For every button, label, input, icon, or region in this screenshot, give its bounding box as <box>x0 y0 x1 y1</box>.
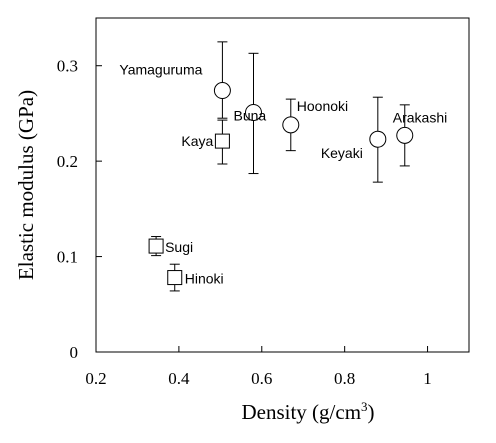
y-axis-title: Elastic modulus (GPa) <box>14 90 38 280</box>
point-label: Hoonoki <box>297 98 348 114</box>
x-tick-label: 0.2 <box>85 369 106 388</box>
circle-marker <box>213 82 231 100</box>
plot-frame <box>95 17 470 353</box>
square-marker <box>148 238 164 254</box>
point-label: Kaya <box>181 133 213 149</box>
point-label: Yamaguruma <box>119 62 202 78</box>
circle-marker <box>244 103 262 121</box>
y-tick-label: 0 <box>70 343 79 362</box>
point-label: Buna <box>233 107 266 123</box>
y-tick-label: 0.1 <box>57 248 78 267</box>
square-marker <box>214 133 230 149</box>
x-tick-label: 1 <box>423 369 432 388</box>
point-label: Hinoki <box>185 271 224 287</box>
x-axis-title: Density (g/cm3) <box>241 399 374 424</box>
point-label: Arakashi <box>393 109 447 125</box>
point-label: Keyaki <box>321 145 363 161</box>
axis-ticks: 0.2 0.4 0.6 0.8 1 0 0.1 0.2 0.3 <box>57 57 432 388</box>
circle-marker <box>369 130 387 148</box>
square-marker <box>167 270 183 286</box>
x-tick-label: 0.4 <box>168 369 190 388</box>
x-axis-title-main: Density (g/cm <box>241 400 361 424</box>
circle-marker <box>396 126 414 144</box>
y-tick-label: 0.3 <box>57 57 78 76</box>
y-tick-label: 0.2 <box>57 152 78 171</box>
point-labels: Kaya Sugi Hinoki Yamaguruma Buna Hoonoki Keyak… <box>119 62 447 287</box>
x-tick-label: 0.6 <box>251 369 272 388</box>
x-axis-title-close: ) <box>368 400 375 424</box>
data-markers <box>148 82 414 286</box>
circle-marker <box>282 116 300 134</box>
x-axis-title-superscript: 3 <box>361 399 368 414</box>
x-tick-label: 0.8 <box>334 369 355 388</box>
point-label: Sugi <box>165 239 193 255</box>
